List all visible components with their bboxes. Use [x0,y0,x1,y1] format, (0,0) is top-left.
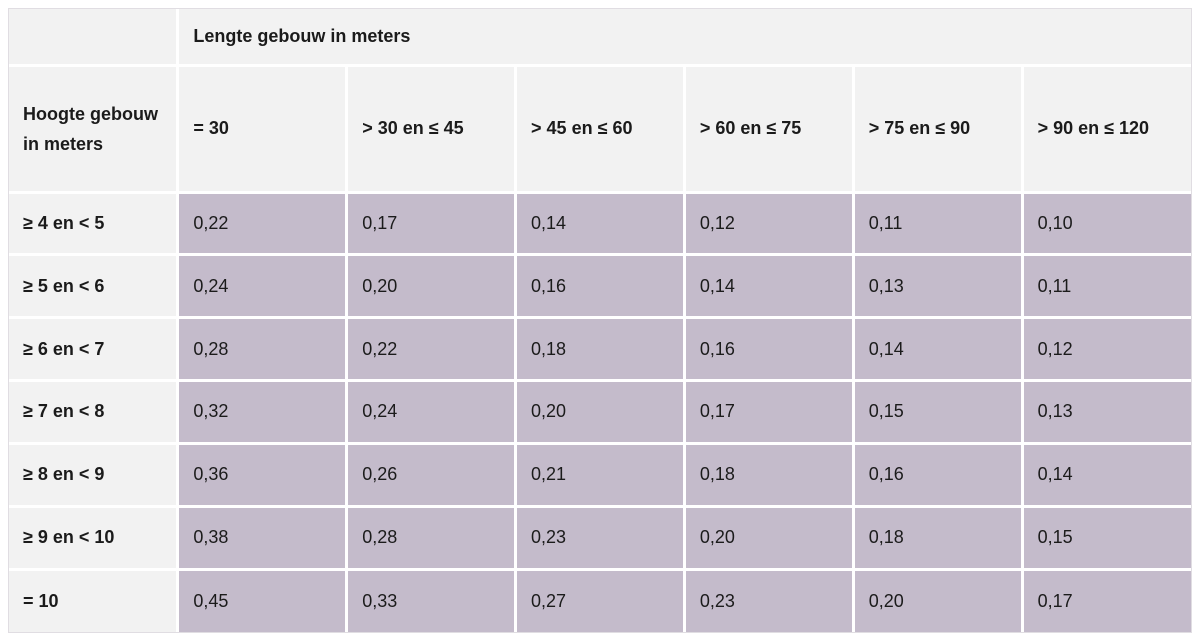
table-cell: 0,16 [514,253,686,320]
table-cell: 0,13 [851,253,1024,320]
table-cell: 0,16 [682,316,855,383]
row-header: ≥ 4 en < 5 [9,190,180,257]
row-header: ≥ 9 en < 10 [9,504,180,571]
table-cell: 0,14 [1020,441,1191,508]
column-group-header-row: Lengte gebouw in meters [9,9,1191,67]
table-row: ≥ 4 en < 5 0,22 0,17 0,14 0,12 0,11 0,10 [9,190,1191,257]
column-header: > 45 en ≤ 60 [514,63,686,194]
row-group-header: Hoogte gebouw in meters [9,63,180,194]
table-cell: 0,32 [176,379,349,445]
table-cell: 0,24 [345,379,518,445]
column-header-row: Hoogte gebouw in meters = 30 > 30 en ≤ 4… [9,63,1191,194]
row-header: ≥ 7 en < 8 [9,379,180,445]
row-header: ≥ 8 en < 9 [9,441,180,508]
row-header: ≥ 6 en < 7 [9,316,180,383]
table-cell: 0,16 [851,441,1024,508]
table-cell: 0,38 [176,504,349,571]
table-cell: 0,18 [514,316,686,383]
column-header: > 30 en ≤ 45 [345,63,518,194]
table-cell: 0,26 [345,441,518,508]
table-cell: 0,18 [851,504,1024,571]
table-head: Lengte gebouw in meters Hoogte gebouw in… [9,9,1191,194]
table-cell: 0,15 [1020,504,1191,571]
table-cell: 0,20 [514,379,686,445]
table-cell: 0,36 [176,441,349,508]
table-cell: 0,11 [1020,253,1191,320]
table-cell: 0,28 [176,316,349,383]
table-cell: 0,11 [851,190,1024,257]
table-row: = 10 0,45 0,33 0,27 0,23 0,20 0,17 [9,567,1191,632]
row-header: = 10 [9,567,180,632]
table-cell: 0,45 [176,567,349,632]
table-cell: 0,14 [682,253,855,320]
table-cell: 0,18 [682,441,855,508]
table-cell: 0,10 [1020,190,1191,257]
table-cell: 0,33 [345,567,518,632]
column-header: > 90 en ≤ 120 [1020,63,1191,194]
table-cell: 0,20 [851,567,1024,632]
table-row: ≥ 9 en < 10 0,38 0,28 0,23 0,20 0,18 0,1… [9,504,1191,571]
column-header: = 30 [176,63,349,194]
table-cell: 0,15 [851,379,1024,445]
table-row: ≥ 6 en < 7 0,28 0,22 0,18 0,16 0,14 0,12 [9,316,1191,383]
table-cell: 0,13 [1020,379,1191,445]
table-cell: 0,23 [682,567,855,632]
table-cell: 0,14 [514,190,686,257]
column-header: > 75 en ≤ 90 [851,63,1024,194]
table-row: ≥ 7 en < 8 0,32 0,24 0,20 0,17 0,15 0,13 [9,379,1191,445]
table-cell: 0,24 [176,253,349,320]
table-cell: 0,23 [514,504,686,571]
table-cell: 0,27 [514,567,686,632]
table-row: ≥ 5 en < 6 0,24 0,20 0,16 0,14 0,13 0,11 [9,253,1191,320]
column-header: > 60 en ≤ 75 [682,63,855,194]
table-cell: 0,12 [1020,316,1191,383]
building-dimensions-table: Lengte gebouw in meters Hoogte gebouw in… [9,9,1191,632]
table-cell: 0,21 [514,441,686,508]
table-cell: 0,28 [345,504,518,571]
table-cell: 0,20 [345,253,518,320]
table-cell: 0,17 [345,190,518,257]
table-cell: 0,20 [682,504,855,571]
table-cell: 0,22 [345,316,518,383]
column-group-header: Lengte gebouw in meters [176,9,1191,67]
row-header: ≥ 5 en < 6 [9,253,180,320]
table-cell: 0,17 [682,379,855,445]
table-row: ≥ 8 en < 9 0,36 0,26 0,21 0,18 0,16 0,14 [9,441,1191,508]
table-cell: 0,17 [1020,567,1191,632]
table-cell: 0,12 [682,190,855,257]
table-frame: Lengte gebouw in meters Hoogte gebouw in… [8,8,1192,633]
corner-empty-cell [9,9,180,67]
table-cell: 0,22 [176,190,349,257]
table-body: ≥ 4 en < 5 0,22 0,17 0,14 0,12 0,11 0,10… [9,190,1191,632]
table-cell: 0,14 [851,316,1024,383]
